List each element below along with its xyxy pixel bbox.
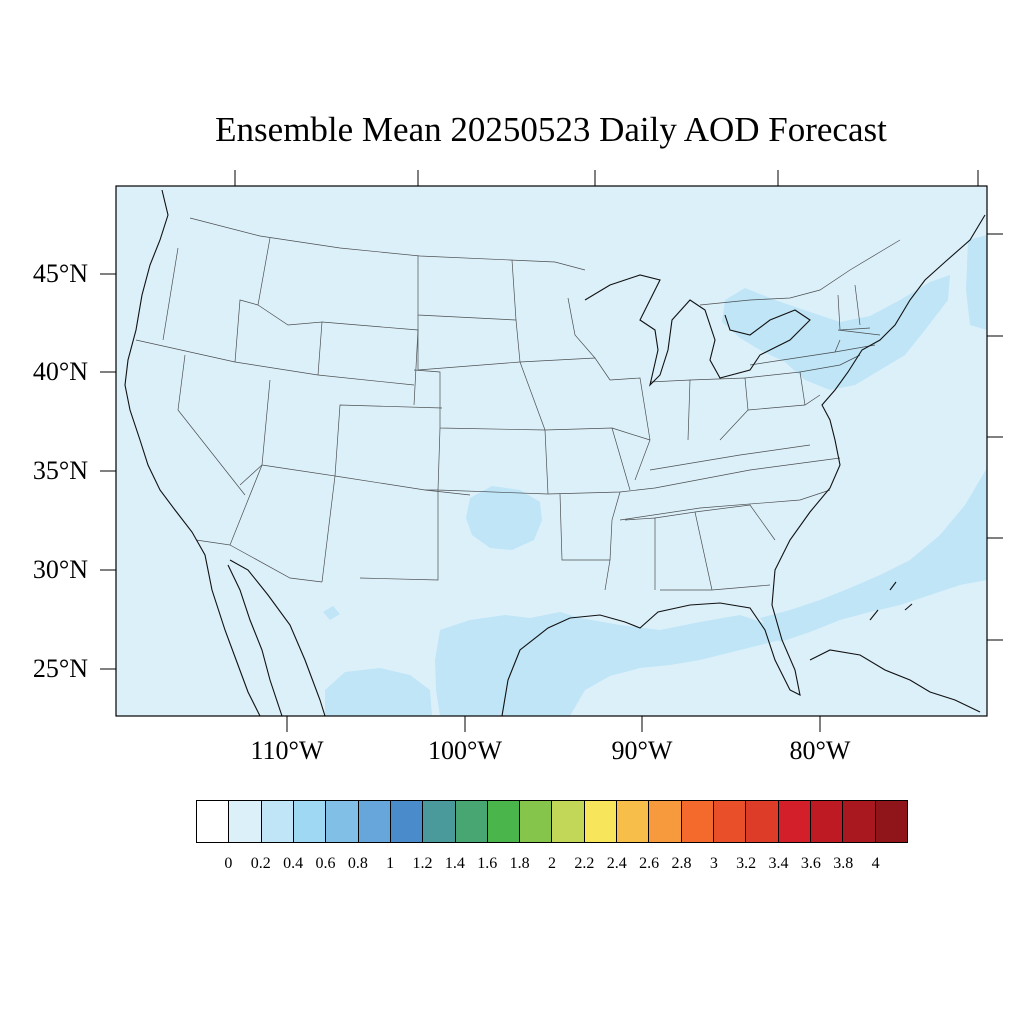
colorbar-swatch: [778, 801, 811, 842]
lat-label-45n: 45°N: [32, 259, 88, 288]
region-atlantic: [760, 468, 987, 642]
colorbar: [196, 800, 908, 843]
colorbar-tick-label: 3.6: [800, 855, 821, 872]
colorbar-tick-label: 1.6: [477, 855, 498, 872]
colorbar-swatch: [552, 801, 585, 842]
lat-label-35n: 35°N: [32, 456, 88, 485]
axis-ticks: [100, 170, 1003, 732]
colorbar-tick-label: 3.4: [768, 855, 789, 872]
colorbar-tick-label: 3.2: [736, 855, 757, 872]
colorbar-tick-label: 0.6: [315, 855, 336, 872]
colorbar-tick-label: 2.2: [574, 855, 595, 872]
colorbar-swatch: [229, 801, 262, 842]
elevated-aod-regions: [323, 235, 987, 716]
colorbar-swatch: [390, 801, 424, 842]
colorbar-swatch: [261, 801, 294, 842]
colorbar-tick-label: 4: [871, 855, 880, 872]
colorbar-swatch: [423, 801, 456, 842]
region-gulf: [435, 612, 780, 716]
colorbar-swatch: [197, 801, 230, 842]
region-northeast-edge: [966, 235, 987, 330]
region-small-1: [323, 606, 340, 620]
colorbar-tick-label: 0.2: [250, 855, 271, 872]
colorbar-swatch: [681, 801, 714, 842]
colorbar-swatch: [617, 801, 650, 842]
colorbar-swatch: [810, 801, 844, 842]
colorbar-tick-label: 1: [386, 855, 395, 872]
lon-label-110w: 110°W: [250, 736, 324, 765]
lat-label-25n: 25°N: [32, 654, 88, 683]
colorbar-swatch: [520, 801, 553, 842]
colorbar-tick-label: 0: [224, 855, 233, 872]
colorbar-swatch: [326, 801, 359, 842]
lon-label-100w: 100°W: [428, 736, 502, 765]
colorbar-swatch: [875, 801, 907, 842]
coastlines: [124, 189, 986, 716]
lon-label-90w: 90°W: [611, 736, 673, 765]
colorbar-swatch: [584, 801, 618, 842]
colorbar-swatch: [293, 801, 327, 842]
colorbar-swatch: [649, 801, 682, 842]
colorbar-tick-label: 0.4: [283, 855, 304, 872]
colorbar-tick-label: 1.4: [444, 855, 465, 872]
region-southwest: [325, 668, 432, 716]
colorbar-swatch: [358, 801, 391, 842]
colorbar-swatch: [487, 801, 521, 842]
lat-label-30n: 30°N: [32, 555, 88, 584]
lon-label-80w: 80°W: [789, 736, 851, 765]
colorbar-tick-label: 2.8: [671, 855, 692, 872]
colorbar-tick-label: 2: [548, 855, 556, 872]
lat-label-40n: 40°N: [32, 357, 88, 386]
region-northeast: [722, 275, 950, 390]
colorbar-swatch: [455, 801, 488, 842]
plot-title: Ensemble Mean 20250523 Daily AOD Forecas…: [215, 110, 887, 149]
colorbar-swatch: [714, 801, 747, 842]
colorbar-swatch: [746, 801, 779, 842]
map-frame: [115, 185, 988, 717]
aod-contours: [124, 189, 987, 716]
colorbar-tick-label: 1.2: [412, 855, 433, 872]
colorbar-tick-label: 0.8: [347, 855, 368, 872]
colorbar-tick-label: 3: [709, 855, 718, 872]
colorbar-tick-label: 2.4: [606, 855, 627, 872]
colorbar-tick-label: 3.8: [833, 855, 854, 872]
region-oklahoma: [466, 486, 542, 550]
colorbar-tick-label: 2.6: [639, 855, 660, 872]
state-boundaries: [135, 217, 901, 591]
colorbar-swatch: [843, 801, 876, 842]
colorbar-tick-label: 1.8: [509, 855, 530, 872]
